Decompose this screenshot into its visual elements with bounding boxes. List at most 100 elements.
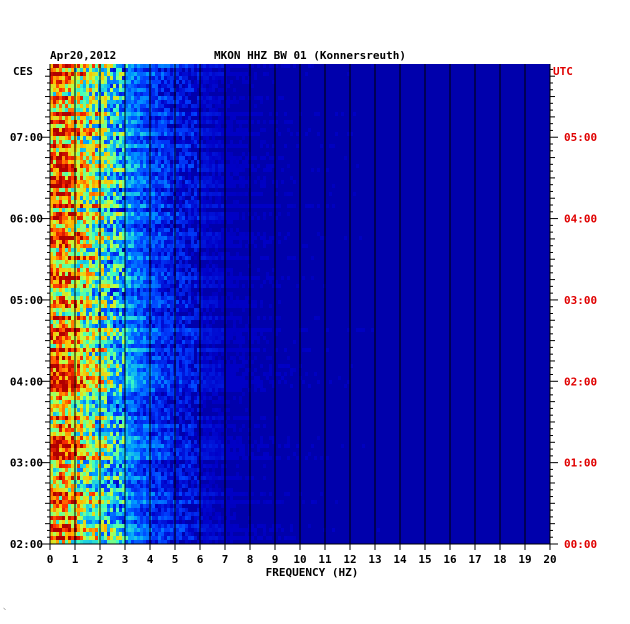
heatmap-cell [113, 376, 116, 380]
heatmap-cell [254, 348, 257, 352]
heatmap-cell [62, 220, 65, 224]
heatmap-cell [188, 64, 191, 68]
heatmap-cell [137, 204, 140, 208]
heatmap-cell [152, 344, 155, 348]
heatmap-cell [80, 208, 83, 212]
heatmap-cell [152, 212, 155, 216]
heatmap-cell [158, 212, 161, 216]
heatmap-cell [188, 344, 191, 348]
heatmap-cell [152, 80, 155, 84]
heatmap-cell [185, 260, 188, 264]
heatmap-cell [53, 232, 56, 236]
heatmap-cell [185, 112, 188, 116]
heatmap-cell [122, 196, 125, 200]
heatmap-cell [200, 360, 203, 364]
heatmap-cell [218, 348, 221, 352]
heatmap-cell [197, 360, 200, 364]
heatmap-cell [194, 216, 197, 220]
heatmap-cell [215, 184, 218, 188]
heatmap-cell [83, 224, 86, 228]
heatmap-cell [176, 300, 179, 304]
heatmap-cell [107, 124, 110, 128]
heatmap-cell [128, 64, 131, 68]
heatmap-cell [128, 76, 131, 80]
heatmap-cell [164, 308, 167, 312]
heatmap-cell [116, 364, 119, 368]
heatmap-cell [56, 364, 59, 368]
heatmap-cell [182, 232, 185, 236]
heatmap-cell [161, 268, 164, 272]
heatmap-cell [71, 124, 74, 128]
heatmap-cell [50, 168, 53, 172]
heatmap-cell [89, 320, 92, 324]
heatmap-cell [188, 284, 191, 288]
heatmap-cell [95, 176, 98, 180]
heatmap-cell [227, 376, 230, 380]
heatmap-cell [95, 144, 98, 148]
heatmap-cell [80, 132, 83, 136]
heatmap-cell [164, 332, 167, 336]
heatmap-cell [92, 228, 95, 232]
heatmap-cell [227, 220, 230, 224]
heatmap-cell [125, 340, 128, 344]
heatmap-cell [122, 228, 125, 232]
heatmap-cell [77, 216, 80, 220]
heatmap-cell [158, 180, 161, 184]
heatmap-cell [134, 248, 137, 252]
heatmap-cell [221, 300, 224, 304]
heatmap-cell [197, 352, 200, 356]
heatmap-cell [71, 284, 74, 288]
heatmap-cell [167, 316, 170, 320]
heatmap-cell [56, 380, 59, 384]
heatmap-cell [275, 204, 278, 208]
heatmap-cell [89, 168, 92, 172]
heatmap-cell [158, 112, 161, 116]
heatmap-cell [236, 316, 239, 320]
heatmap-cell [128, 292, 131, 296]
heatmap-cell [95, 200, 98, 204]
heatmap-cell [68, 348, 71, 352]
heatmap-cell [83, 164, 86, 168]
heatmap-cell [260, 112, 263, 116]
heatmap-cell [152, 92, 155, 96]
heatmap-cell [83, 116, 86, 120]
heatmap-cell [92, 104, 95, 108]
heatmap-cell [143, 104, 146, 108]
heatmap-cell [104, 288, 107, 292]
heatmap-cell [140, 344, 143, 348]
heatmap-cell [92, 232, 95, 236]
heatmap-cell [92, 80, 95, 84]
heatmap-cell [65, 236, 68, 240]
heatmap-cell [86, 64, 89, 68]
heatmap-cell [170, 332, 173, 336]
heatmap-cell [53, 260, 56, 264]
heatmap-cell [134, 228, 137, 232]
heatmap-cell [170, 352, 173, 356]
heatmap-cell [128, 164, 131, 168]
heatmap-cell [113, 264, 116, 268]
heatmap-cell [65, 196, 68, 200]
heatmap-cell [143, 248, 146, 252]
heatmap-cell [350, 364, 353, 368]
heatmap-cell [239, 328, 242, 332]
heatmap-cell [167, 328, 170, 332]
heatmap-cell [209, 232, 212, 236]
heatmap-cell [209, 340, 212, 344]
heatmap-cell [71, 144, 74, 148]
heatmap-cell [62, 284, 65, 288]
heatmap-cell [125, 164, 128, 168]
heatmap-cell [170, 72, 173, 76]
heatmap-cell [92, 376, 95, 380]
heatmap-cell [215, 272, 218, 276]
heatmap-cell [71, 296, 74, 300]
heatmap-cell [107, 96, 110, 100]
heatmap-cell [212, 184, 215, 188]
heatmap-cell [155, 344, 158, 348]
heatmap-cell [155, 284, 158, 288]
heatmap-cell [158, 248, 161, 252]
heatmap-cell [80, 164, 83, 168]
heatmap-cell [80, 180, 83, 184]
heatmap-cell [155, 116, 158, 120]
heatmap-cell [50, 96, 53, 100]
heatmap-cell [80, 320, 83, 324]
